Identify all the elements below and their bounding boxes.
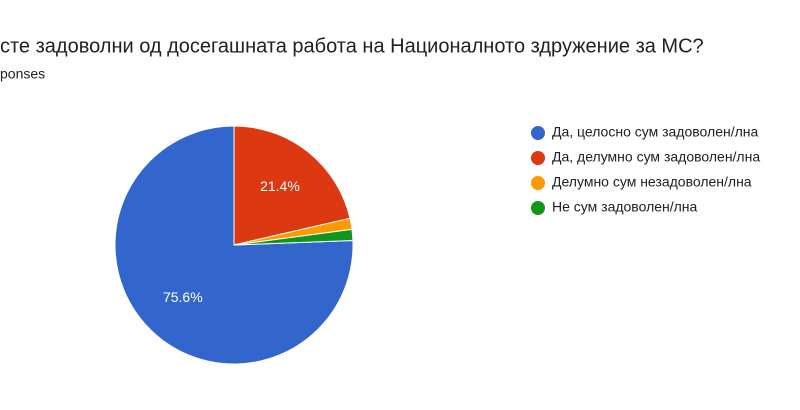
legend-marker bbox=[531, 151, 545, 165]
legend-label: Не сум задоволен/лна bbox=[552, 199, 698, 215]
slice-label: 21.4% bbox=[260, 178, 300, 194]
legend-label: Делумно сум незадоволен/лна bbox=[552, 174, 752, 190]
legend-marker bbox=[531, 201, 545, 215]
legend-label: Да, делумно сум задоволен/лна bbox=[552, 149, 760, 165]
pie-slice bbox=[233, 228, 354, 246]
legend-marker bbox=[531, 176, 545, 190]
legend-label: Да, целосно сум задоволен/лна bbox=[552, 124, 759, 140]
chart-title: сте задоволни од досегашната работа на Н… bbox=[0, 35, 704, 57]
chart-subtitle: ponses bbox=[0, 66, 45, 82]
pie-slice bbox=[233, 125, 351, 246]
slice-label: 75.6% bbox=[163, 289, 203, 305]
legend-marker bbox=[531, 126, 545, 140]
